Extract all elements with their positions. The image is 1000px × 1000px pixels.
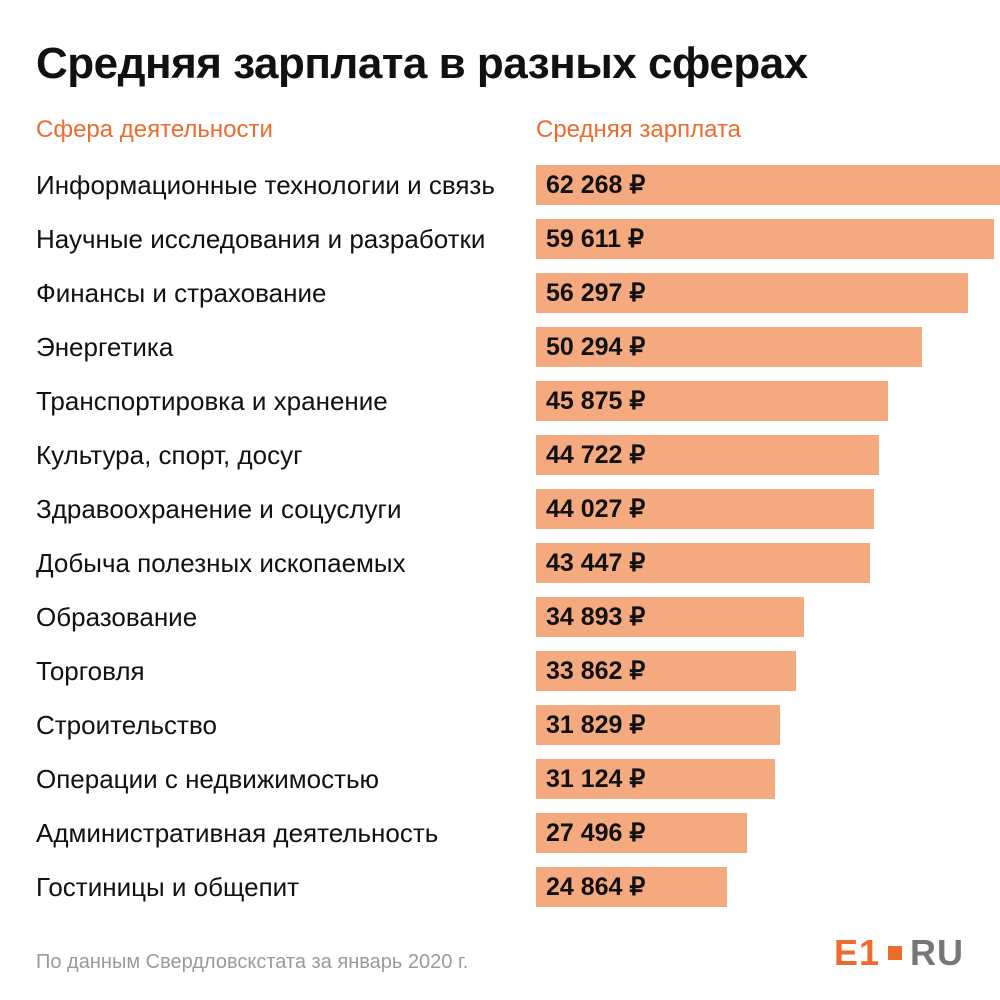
row-value: 50 294 ₽ — [546, 326, 645, 368]
row-label: Образование — [36, 602, 536, 633]
row-label: Культура, спорт, досуг — [36, 440, 536, 471]
logo-right: RU — [910, 932, 964, 974]
table-row: Транспортировка и хранение 45 875 ₽ — [36, 374, 964, 428]
bar-area: 43 447 ₽ — [536, 542, 964, 584]
row-value: 33 862 ₽ — [546, 650, 645, 692]
footer: По данным Свердловскстата за январь 2020… — [36, 932, 964, 974]
table-row: Научные исследования и разработки 59 611 … — [36, 212, 964, 266]
bar-area: 50 294 ₽ — [536, 326, 964, 368]
row-label: Административная деятельность — [36, 818, 536, 849]
bar-area: 31 124 ₽ — [536, 758, 964, 800]
table-row: Энергетика 50 294 ₽ — [36, 320, 964, 374]
row-label: Энергетика — [36, 332, 536, 363]
logo-left: Е1 — [834, 932, 880, 974]
row-value: 24 864 ₽ — [546, 866, 645, 908]
bar-area: 24 864 ₽ — [536, 866, 964, 908]
table-row: Добыча полезных ископаемых 43 447 ₽ — [36, 536, 964, 590]
row-value: 56 297 ₽ — [546, 272, 645, 314]
bar-area: 45 875 ₽ — [536, 380, 964, 422]
row-label: Информационные технологии и связь — [36, 170, 536, 201]
table-row: Строительство 31 829 ₽ — [36, 698, 964, 752]
row-value: 31 829 ₽ — [546, 704, 645, 746]
row-label: Финансы и страхование — [36, 278, 536, 309]
table-row: Административная деятельность 27 496 ₽ — [36, 806, 964, 860]
table-row: Гостиницы и общепит 24 864 ₽ — [36, 860, 964, 914]
bar-area: 44 027 ₽ — [536, 488, 964, 530]
row-value: 44 722 ₽ — [546, 434, 645, 476]
logo: Е1 RU — [834, 932, 964, 974]
row-label: Гостиницы и общепит — [36, 872, 536, 903]
table-row: Здравоохранение и соцуслуги 44 027 ₽ — [36, 482, 964, 536]
chart-container: Средняя зарплата в разных сферах Сфера д… — [0, 0, 1000, 914]
row-label: Строительство — [36, 710, 536, 741]
table-row: Информационные технологии и связь 62 268 … — [36, 158, 964, 212]
row-label: Научные исследования и разработки — [36, 224, 536, 255]
bar-area: 44 722 ₽ — [536, 434, 964, 476]
bar-area: 27 496 ₽ — [536, 812, 964, 854]
row-label: Добыча полезных ископаемых — [36, 548, 536, 579]
row-label: Транспортировка и хранение — [36, 386, 536, 417]
table-row: Культура, спорт, досуг 44 722 ₽ — [36, 428, 964, 482]
row-label: Операции с недвижимостью — [36, 764, 536, 795]
bar-area: 59 611 ₽ — [536, 218, 964, 260]
bar-area: 34 893 ₽ — [536, 596, 964, 638]
page-title: Средняя зарплата в разных сферах — [36, 40, 964, 88]
column-header-salary: Средняя зарплата — [536, 116, 741, 144]
row-value: 27 496 ₽ — [546, 812, 645, 854]
row-value: 59 611 ₽ — [546, 218, 644, 260]
table-row: Торговля 33 862 ₽ — [36, 644, 964, 698]
table-row: Образование 34 893 ₽ — [36, 590, 964, 644]
chart-rows: Информационные технологии и связь 62 268 … — [36, 158, 964, 914]
logo-square-icon — [888, 946, 902, 960]
bar-area: 56 297 ₽ — [536, 272, 964, 314]
table-row: Финансы и страхование 56 297 ₽ — [36, 266, 964, 320]
row-value: 31 124 ₽ — [546, 758, 645, 800]
bar-area: 62 268 ₽ — [536, 164, 964, 206]
row-label: Торговля — [36, 656, 536, 687]
table-row: Операции с недвижимостью 31 124 ₽ — [36, 752, 964, 806]
source-text: По данным Свердловскстата за январь 2020… — [36, 951, 468, 974]
row-value: 34 893 ₽ — [546, 596, 645, 638]
row-label: Здравоохранение и соцуслуги — [36, 494, 536, 525]
row-value: 44 027 ₽ — [546, 488, 645, 530]
column-header-activity: Сфера деятельности — [36, 116, 536, 144]
row-value: 45 875 ₽ — [546, 380, 645, 422]
bar-area: 31 829 ₽ — [536, 704, 964, 746]
column-headers: Сфера деятельности Средняя зарплата — [36, 116, 964, 144]
bar-area: 33 862 ₽ — [536, 650, 964, 692]
row-value: 43 447 ₽ — [546, 542, 645, 584]
row-value: 62 268 ₽ — [546, 164, 645, 206]
